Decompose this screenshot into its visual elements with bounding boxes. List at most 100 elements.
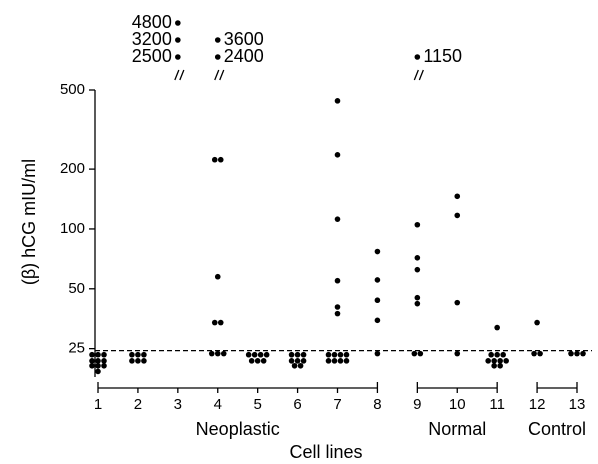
data-point [95, 368, 101, 375]
data-point [374, 248, 381, 255]
data-point [337, 351, 344, 358]
group-label: Neoplastic [196, 419, 280, 439]
data-point [411, 350, 418, 357]
data-point [294, 351, 301, 358]
data-point [257, 351, 264, 358]
data-point [414, 266, 421, 273]
off-scale-label: 3200 [132, 29, 172, 49]
group-label: Control [528, 419, 586, 439]
y-axis-title: (β) hCG mIU/ml [19, 159, 39, 285]
axis-break [214, 69, 220, 81]
off-scale-point [414, 54, 421, 60]
x-tick-label: 7 [333, 396, 341, 413]
axis-break [413, 69, 419, 81]
data-point [374, 350, 381, 357]
x-tick-label: 2 [134, 396, 142, 413]
data-point [337, 358, 344, 364]
data-point [494, 324, 500, 331]
data-point [331, 351, 338, 358]
x-tick-label: 6 [293, 396, 301, 413]
y-tick-label: 25 [68, 340, 85, 357]
data-point [263, 351, 270, 358]
data-point [214, 350, 221, 357]
data-point [325, 351, 332, 358]
data-point [454, 212, 461, 219]
data-point [534, 319, 540, 326]
data-point [288, 351, 295, 358]
data-point [331, 358, 338, 364]
data-point [129, 358, 135, 364]
axis-break [418, 69, 424, 81]
data-point [374, 297, 381, 304]
y-tick-label: 50 [68, 280, 85, 297]
data-point [95, 351, 101, 358]
off-scale-point [175, 20, 181, 26]
data-point [101, 351, 107, 358]
data-point [574, 350, 580, 357]
data-point [497, 362, 503, 369]
y-tick-label: 200 [60, 160, 85, 177]
data-point [135, 358, 141, 364]
x-tick-label: 8 [373, 396, 381, 413]
y-tick-label: 500 [60, 81, 85, 98]
data-point [211, 156, 218, 163]
data-point [485, 358, 491, 364]
data-point [580, 350, 586, 357]
data-point [488, 351, 494, 358]
data-point [503, 358, 509, 364]
data-point [135, 351, 141, 358]
data-point [491, 362, 497, 369]
data-point [334, 277, 341, 284]
data-point [294, 358, 301, 364]
data-point [260, 358, 267, 364]
data-point [500, 351, 506, 358]
group-label: Normal [428, 419, 486, 439]
data-point [141, 351, 147, 358]
data-point [248, 358, 255, 364]
data-point [141, 358, 147, 364]
data-point [414, 300, 421, 307]
data-point [334, 216, 341, 222]
data-point [334, 98, 341, 104]
data-point [454, 193, 461, 200]
data-point [334, 304, 341, 310]
off-scale-point [214, 54, 221, 60]
data-point [417, 350, 424, 357]
x-tick-label: 5 [253, 396, 261, 413]
data-point [214, 273, 221, 280]
data-point [89, 358, 95, 364]
axis-break [179, 69, 185, 81]
data-point [343, 351, 350, 358]
off-scale-label: 1150 [423, 46, 462, 66]
data-point [374, 277, 381, 283]
data-point [297, 362, 304, 369]
data-point [89, 362, 95, 369]
data-point [343, 358, 350, 364]
data-point [89, 351, 95, 358]
data-point [334, 310, 341, 317]
data-point [251, 351, 258, 358]
data-point [245, 351, 252, 358]
data-point [291, 362, 298, 369]
data-point [95, 362, 101, 369]
x-tick-label: 11 [489, 396, 505, 413]
data-point [325, 358, 332, 364]
data-point [220, 350, 227, 357]
x-tick-label: 12 [529, 396, 546, 413]
x-tick-label: 1 [94, 396, 102, 413]
off-scale-label: 3600 [224, 29, 264, 49]
off-scale-point [175, 54, 181, 60]
data-point [300, 358, 307, 364]
off-scale-point [175, 37, 181, 43]
data-point [208, 350, 215, 357]
data-point [568, 350, 574, 357]
data-point [129, 351, 135, 358]
data-point [211, 319, 218, 326]
x-tick-label: 3 [174, 396, 182, 413]
data-point [454, 350, 461, 357]
data-point [217, 319, 224, 326]
data-point [491, 358, 497, 364]
data-point [101, 358, 107, 364]
y-tick-label: 100 [60, 220, 85, 237]
data-point [300, 351, 307, 358]
